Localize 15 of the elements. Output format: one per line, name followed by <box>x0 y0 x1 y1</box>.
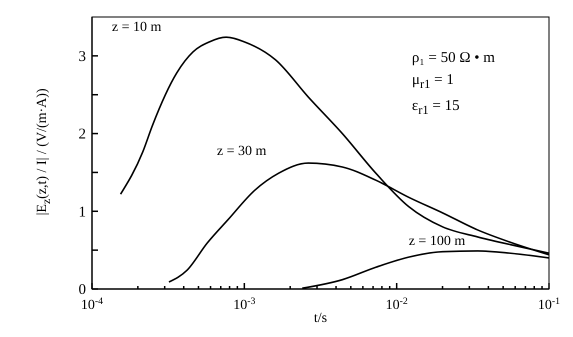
y-tick-label: 0 <box>78 282 86 298</box>
annotation: ε$_{r1}$ = 15 <box>412 97 461 119</box>
series-label: z = 30 m <box>216 144 267 160</box>
x-tick-label: 10$^{-4}$ <box>80 296 104 313</box>
annotation: μ$_{r1}$ = 1 <box>412 71 455 93</box>
x-tick-label: 10$^{-3}$ <box>233 296 256 313</box>
y-tick-label: 3 <box>78 48 86 65</box>
x-tick-label: 10$^{-1}$ <box>538 296 560 313</box>
x-tick-label: 10$^{-2}$ <box>386 296 408 313</box>
y-tick-label: 1 <box>78 204 86 220</box>
x-axis-title: t/s <box>314 311 328 326</box>
series-label: z = 100 m <box>408 234 466 250</box>
text: z = 10 m <box>112 20 162 36</box>
y-tick-label: 2 <box>78 126 86 143</box>
annotation: ρ₁ = 50 Ω • m <box>412 49 495 68</box>
